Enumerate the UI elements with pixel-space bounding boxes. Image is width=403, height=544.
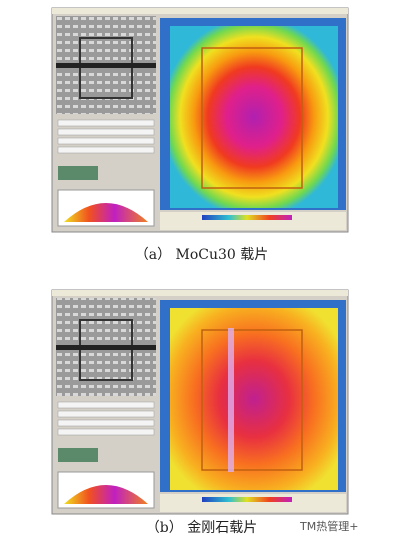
chip-lead [56, 345, 156, 350]
histogram [64, 203, 148, 222]
control-row [57, 401, 155, 409]
die-outline [201, 329, 303, 471]
control-row [57, 137, 155, 145]
control-row [57, 428, 155, 436]
menu-bar [52, 290, 348, 296]
status-bar [160, 494, 346, 512]
control-row [57, 119, 155, 127]
color-scale [202, 497, 292, 502]
menu-bar [52, 8, 348, 14]
color-scale [202, 215, 292, 220]
caption: （b） 金刚石载片 [145, 520, 258, 536]
thermal-image [170, 26, 338, 208]
control-row [57, 410, 155, 418]
watermark: TM热管理+ [300, 520, 359, 533]
caption: （a） MoCu30 载片 [134, 247, 269, 263]
control-row [57, 128, 155, 136]
gate-strip [228, 328, 234, 472]
chip-lead [56, 63, 156, 68]
die-outline [201, 47, 303, 189]
status-bar [160, 212, 346, 230]
control-row [57, 419, 155, 427]
buttons [58, 448, 98, 462]
buttons [58, 166, 98, 180]
thermal-image [170, 308, 338, 490]
histogram [64, 485, 148, 504]
control-row [57, 146, 155, 154]
